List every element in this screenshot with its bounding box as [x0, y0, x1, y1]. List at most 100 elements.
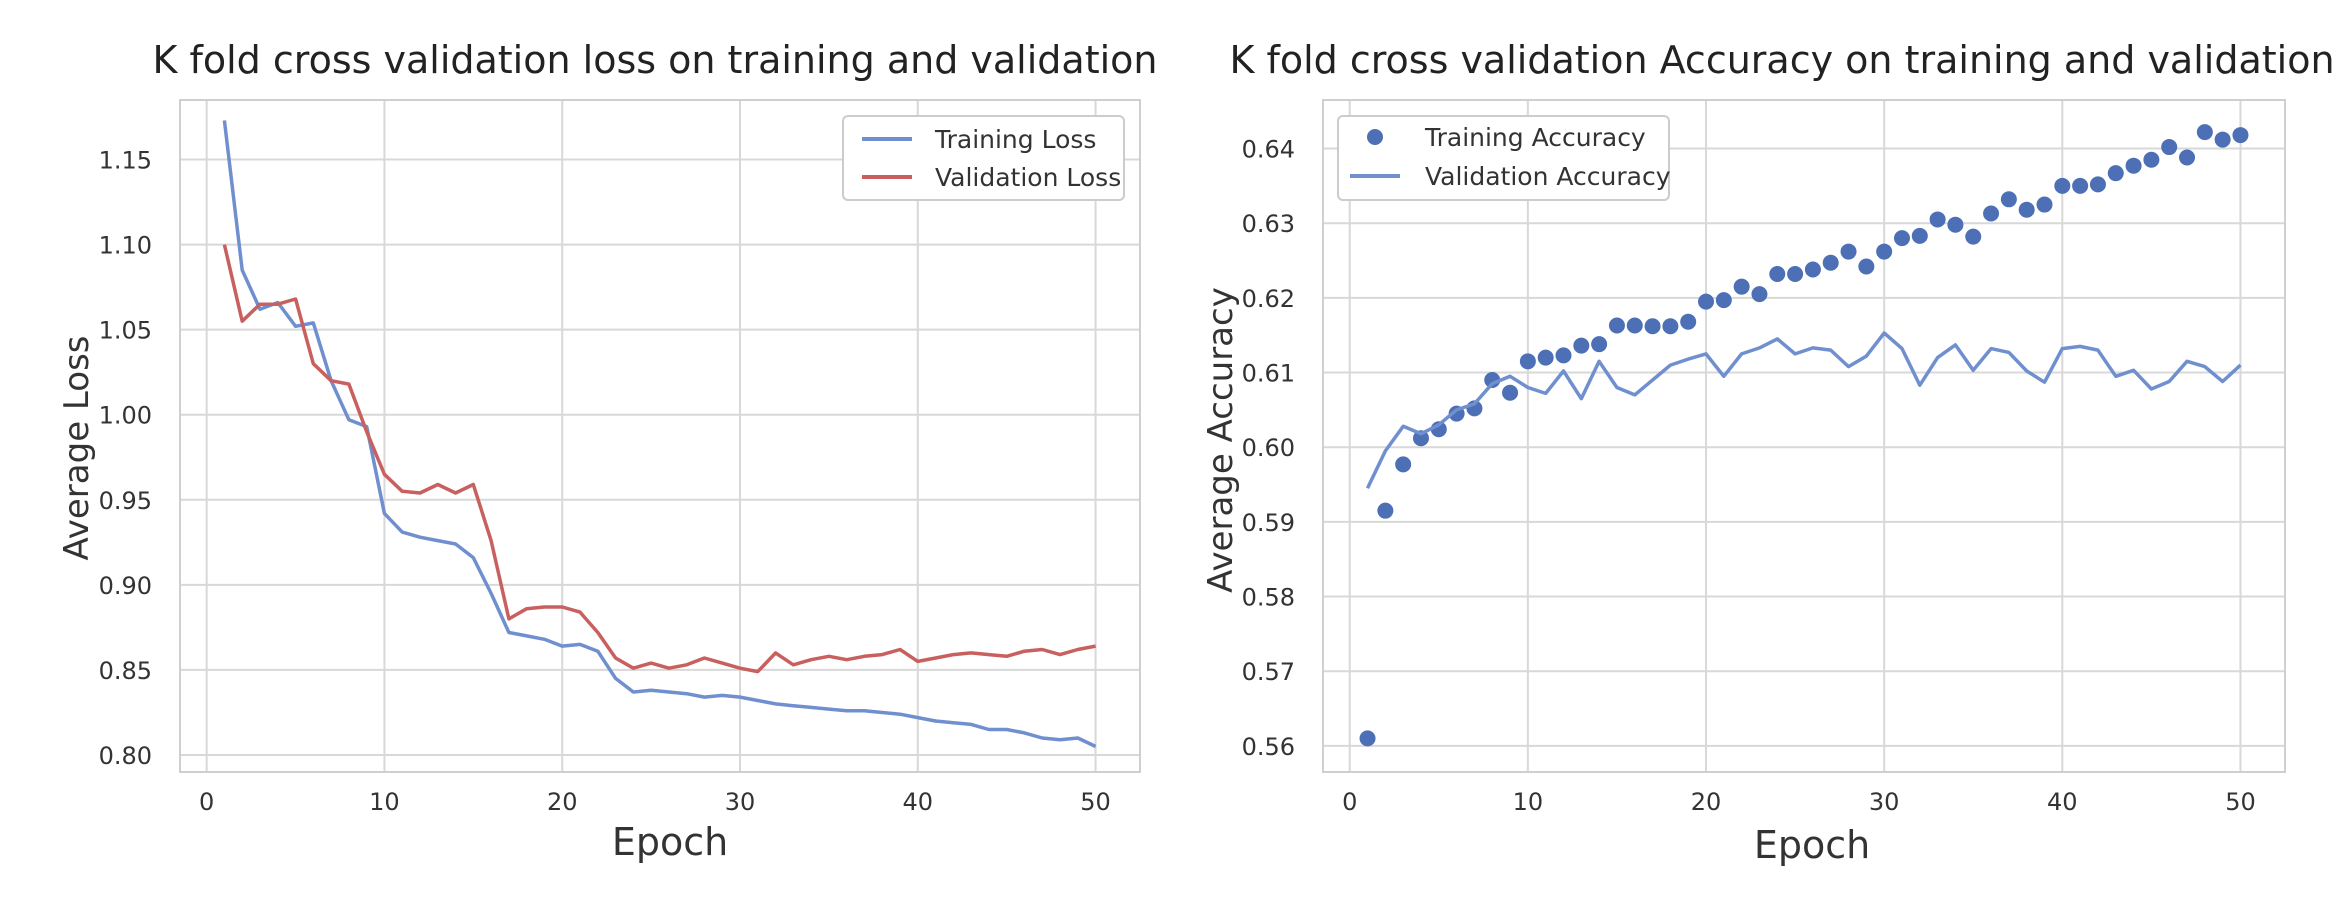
accuracy-y-tick-label: 0.61 — [1242, 360, 1295, 388]
loss-chart: K fold cross validation loss on training… — [57, 38, 1158, 864]
accuracy-legend-box — [1337, 115, 1670, 201]
training-accuracy-point — [1751, 286, 1768, 303]
training-accuracy-point — [1519, 353, 1536, 370]
training-accuracy-point — [2214, 131, 2231, 148]
accuracy-y-tick-label: 0.58 — [1242, 584, 1295, 612]
loss-y-tick-label: 0.95 — [99, 487, 152, 515]
loss-y-tick-label: 1.05 — [99, 317, 152, 345]
accuracy-legend-label-validation: Validation Accuracy — [1425, 162, 1671, 191]
accuracy-chart-y-axis-label: Average Accuracy — [1201, 287, 1241, 593]
training-accuracy-point — [2089, 176, 2106, 193]
training-accuracy-point — [1787, 265, 1804, 282]
training-accuracy-point — [1769, 265, 1786, 282]
training-accuracy-point — [1804, 261, 1821, 278]
accuracy-chart-legend: Training Accuracy Validation Accuracy — [1337, 115, 1671, 201]
loss-x-tick-label: 40 — [903, 788, 934, 816]
accuracy-x-tick-label: 20 — [1691, 788, 1722, 816]
loss-legend-label-training: Training Loss — [934, 125, 1096, 154]
training-accuracy-point — [1680, 313, 1697, 330]
accuracy-y-tick-label: 0.62 — [1242, 285, 1295, 313]
loss-chart-x-axis-label: Epoch — [612, 820, 728, 864]
loss-chart-y-axis-label: Average Loss — [57, 335, 97, 560]
training-accuracy-point — [1947, 216, 1964, 233]
accuracy-y-tick-label: 0.63 — [1242, 210, 1295, 238]
training-accuracy-point — [1822, 254, 1839, 271]
accuracy-chart-x-tick-labels: 0 10 20 30 40 50 — [1342, 788, 2256, 816]
accuracy-chart-title: K fold cross validation Accuracy on trai… — [1229, 38, 2334, 82]
training-accuracy-point — [1502, 384, 1519, 401]
loss-y-tick-label: 1.00 — [99, 402, 152, 430]
training-accuracy-point — [1893, 230, 1910, 247]
loss-y-tick-label: 0.90 — [99, 572, 152, 600]
loss-legend-label-validation: Validation Loss — [935, 163, 1121, 192]
loss-y-tick-label: 1.15 — [99, 147, 152, 175]
training-accuracy-point — [2161, 139, 2178, 156]
training-accuracy-point — [1662, 318, 1679, 335]
accuracy-y-tick-label: 0.57 — [1242, 658, 1295, 686]
accuracy-x-tick-label: 0 — [1342, 788, 1357, 816]
accuracy-x-tick-label: 40 — [2047, 788, 2078, 816]
training-accuracy-point — [1644, 318, 1661, 335]
training-accuracy-point — [1626, 317, 1643, 334]
accuracy-chart-grid — [1323, 100, 2285, 772]
accuracy-y-tick-label: 0.64 — [1242, 136, 1295, 164]
training-accuracy-point — [1929, 211, 1946, 228]
loss-chart-y-tick-labels: 0.80 0.85 0.90 0.95 1.00 1.05 1.10 1.15 — [99, 147, 152, 770]
loss-chart-title: K fold cross validation loss on training… — [153, 38, 1158, 82]
accuracy-y-tick-label: 0.60 — [1242, 434, 1295, 462]
training-accuracy-point — [1698, 293, 1715, 310]
training-accuracy-point — [2000, 191, 2017, 208]
accuracy-y-tick-label: 0.59 — [1242, 509, 1295, 537]
accuracy-legend-swatch-training — [1367, 129, 1383, 145]
accuracy-chart-frame — [1322, 99, 2286, 773]
validation-accuracy-line — [1365, 331, 2242, 490]
training-accuracy-point — [2125, 157, 2142, 174]
accuracy-chart-x-axis-label: Epoch — [1754, 823, 1870, 867]
accuracy-chart-y-tick-labels: 0.56 0.57 0.58 0.59 0.60 0.61 0.62 0.63 0.64 — [1242, 136, 1295, 761]
loss-y-tick-label: 0.85 — [99, 657, 152, 685]
loss-x-tick-label: 50 — [1080, 788, 1111, 816]
loss-chart-series — [222, 120, 1097, 749]
accuracy-chart-series — [1359, 124, 2249, 747]
loss-legend-box — [842, 115, 1125, 201]
training-accuracy-point — [1555, 347, 1572, 364]
training-accuracy-point — [1537, 349, 1554, 366]
training-accuracy-point — [2018, 201, 2035, 218]
training-accuracy-point — [1412, 430, 1429, 447]
loss-y-tick-label: 0.80 — [99, 742, 152, 770]
training-accuracy-point — [1395, 456, 1412, 473]
training-accuracy-point — [1876, 243, 1893, 260]
loss-x-tick-label: 10 — [369, 788, 400, 816]
training-accuracy-point — [1715, 292, 1732, 309]
training-accuracy-point — [2143, 151, 2160, 168]
training-accuracy-point — [1858, 258, 1875, 275]
training-accuracy-point — [1484, 372, 1501, 388]
accuracy-x-tick-label: 30 — [1869, 788, 1900, 816]
training-accuracy-point — [1911, 227, 1928, 244]
validation-loss-line — [222, 244, 1096, 674]
training-accuracy-point — [1983, 205, 2000, 222]
training-accuracy-point — [2036, 196, 2053, 213]
loss-x-tick-label: 30 — [725, 788, 756, 816]
accuracy-x-tick-label: 50 — [2225, 788, 2256, 816]
loss-chart-x-tick-labels: 0 10 20 30 40 50 — [199, 788, 1111, 816]
training-accuracy-point — [2072, 177, 2089, 194]
training-accuracy-point — [1608, 317, 1625, 334]
training-accuracy-point — [2179, 149, 2196, 166]
training-accuracy-point — [1733, 278, 1750, 295]
loss-chart-frame — [179, 99, 1141, 773]
loss-x-tick-label: 0 — [199, 788, 214, 816]
accuracy-y-tick-label: 0.56 — [1242, 733, 1295, 761]
training-accuracy-point — [1840, 243, 1857, 260]
training-accuracy-point — [1359, 730, 1376, 747]
accuracy-legend-label-training: Training Accuracy — [1424, 123, 1646, 152]
loss-x-tick-label: 20 — [547, 788, 578, 816]
training-accuracy-point — [1591, 336, 1608, 353]
training-accuracy-point — [2196, 124, 2213, 141]
loss-chart-legend: Training Loss Validation Loss — [842, 115, 1125, 201]
loss-y-tick-label: 1.10 — [99, 232, 152, 260]
training-accuracy-point — [1377, 502, 1394, 519]
training-accuracy-point — [2107, 165, 2124, 182]
training-accuracy-point — [2054, 177, 2071, 194]
